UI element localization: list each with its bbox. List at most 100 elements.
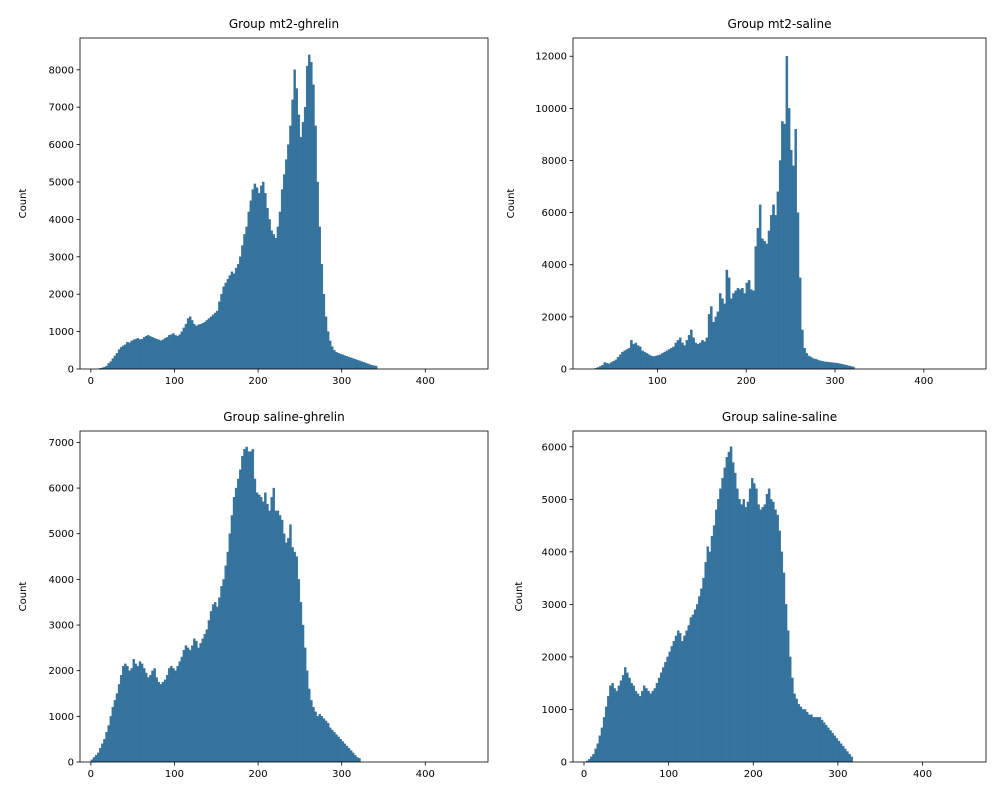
histogram-bar bbox=[743, 293, 746, 370]
histogram-bar bbox=[268, 510, 271, 763]
histogram-bar bbox=[681, 342, 684, 370]
histogram-bar bbox=[195, 640, 198, 763]
histogram-bar bbox=[214, 602, 217, 763]
histogram-bar bbox=[157, 339, 161, 370]
histogram-bar bbox=[168, 335, 171, 370]
histogram-bar bbox=[362, 362, 365, 370]
histogram-bar bbox=[754, 246, 758, 370]
histogram-bar bbox=[747, 280, 751, 370]
histogram-bar bbox=[186, 318, 190, 370]
histogram-bar bbox=[659, 672, 663, 763]
histogram-bar bbox=[683, 345, 686, 370]
histogram-bar bbox=[626, 672, 629, 763]
histogram-bar bbox=[655, 683, 659, 763]
histogram-bar bbox=[101, 743, 104, 763]
histogram-bar bbox=[266, 503, 269, 763]
histogram-bar bbox=[316, 716, 319, 763]
histogram-bar bbox=[630, 340, 633, 370]
histogram-bar bbox=[180, 656, 184, 763]
histogram-bar bbox=[600, 727, 604, 763]
histogram-bar bbox=[727, 451, 731, 763]
chart-title: Group saline-saline bbox=[722, 410, 837, 424]
histogram-bar bbox=[825, 725, 828, 763]
histogram-bar bbox=[715, 509, 718, 763]
histogram-bar bbox=[339, 353, 342, 370]
histogram-bar bbox=[778, 530, 781, 763]
plot-frame bbox=[79, 430, 489, 763]
histogram-bar bbox=[351, 358, 355, 370]
histogram-bar bbox=[174, 670, 177, 763]
histogram-bar bbox=[170, 665, 173, 763]
x-axis: 0 100 200 300 400 bbox=[581, 762, 932, 780]
histogram-bar bbox=[218, 597, 221, 763]
histogram-bar bbox=[305, 670, 309, 763]
histogram-bar bbox=[785, 56, 789, 370]
histogram-bar bbox=[109, 716, 112, 763]
x-tick-label: 100 bbox=[659, 769, 678, 780]
y-axis: 0 1000 2000 3000 4000 5000 6000 7000 8000 bbox=[49, 65, 80, 376]
histogram-bar bbox=[668, 651, 671, 763]
histogram-bar bbox=[638, 696, 642, 763]
histogram-bar bbox=[372, 365, 376, 370]
histogram-bar bbox=[596, 743, 599, 763]
panel-mt2-ghrelin: Group mt2-ghrelin Count 0100020003000400… bbox=[18, 17, 489, 387]
histogram-bar bbox=[774, 215, 778, 370]
histogram-bar bbox=[232, 497, 236, 763]
histogram-bar bbox=[767, 230, 771, 370]
histogram-bar bbox=[822, 722, 826, 763]
histogram-bar bbox=[605, 363, 609, 370]
histogram-bar bbox=[205, 320, 209, 370]
histogram-bar bbox=[617, 685, 621, 763]
histogram-bar bbox=[182, 327, 186, 370]
histogram-bar bbox=[199, 643, 202, 763]
histogram-bar bbox=[293, 69, 296, 370]
histogram-bar bbox=[814, 717, 817, 763]
histogram-bar bbox=[756, 228, 760, 370]
histogram-bar bbox=[224, 282, 227, 370]
histogram-bar bbox=[203, 633, 207, 763]
histogram-bar bbox=[781, 121, 784, 370]
histogram-bar bbox=[667, 349, 671, 370]
histogram-bar bbox=[818, 717, 822, 763]
histogram-bar bbox=[787, 108, 791, 370]
histogram-bar bbox=[276, 226, 280, 370]
histogram-bar bbox=[650, 355, 653, 370]
histogram-bar bbox=[374, 365, 378, 370]
x-tick-label: 0 bbox=[88, 376, 94, 387]
histogram-bar bbox=[161, 681, 165, 763]
histogram-bar bbox=[149, 336, 152, 370]
histogram-bar bbox=[791, 677, 794, 763]
histogram-bar bbox=[94, 754, 98, 763]
histogram-bar bbox=[663, 351, 666, 370]
histogram-bar bbox=[774, 509, 777, 763]
histogram-bar bbox=[691, 614, 695, 763]
histogram-bar bbox=[209, 611, 213, 763]
histogram-bar bbox=[814, 358, 817, 370]
histogram-bar bbox=[763, 504, 767, 763]
histogram-bar bbox=[178, 661, 181, 763]
histogram-bar bbox=[328, 727, 332, 763]
histogram-bar bbox=[792, 165, 795, 370]
histogram-bar bbox=[136, 665, 140, 763]
histogram-bar bbox=[351, 752, 355, 763]
histogram-bar bbox=[140, 663, 144, 763]
histogram-bar bbox=[184, 323, 188, 370]
x-tick-label: 300 bbox=[828, 769, 847, 780]
histogram-bar bbox=[115, 353, 119, 370]
histogram-bar bbox=[689, 617, 693, 763]
histogram-bar bbox=[214, 312, 217, 370]
histogram-bar bbox=[654, 355, 658, 370]
histogram-bar bbox=[734, 290, 738, 370]
y-tick-label: 0 bbox=[561, 365, 567, 376]
y-tick-label: 12000 bbox=[535, 52, 567, 63]
histogram-bar bbox=[623, 350, 627, 370]
histogram-bar bbox=[740, 504, 743, 763]
histogram-bar bbox=[816, 717, 820, 763]
histogram-bar bbox=[782, 572, 786, 763]
histogram-bar bbox=[358, 758, 361, 763]
histogram-bar bbox=[280, 519, 284, 763]
plot-frame bbox=[572, 430, 987, 763]
histogram-bar bbox=[297, 579, 301, 763]
histogram-bar bbox=[310, 700, 313, 763]
